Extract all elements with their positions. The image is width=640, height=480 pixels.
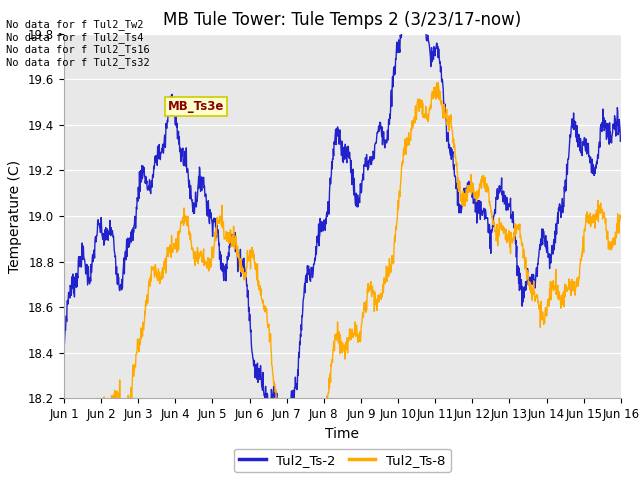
Tul2_Ts-2: [429, 56, 437, 62]
Tul2_Ts-8: [552, 281, 559, 287]
Tul2_Ts-8: [60, 477, 68, 480]
Legend: Tul2_Ts-2, Tul2_Ts-8: Tul2_Ts-2, Tul2_Ts-8: [234, 448, 451, 472]
Tul2_Ts-8: [170, 243, 178, 249]
Tul2_Ts-2: [60, 334, 68, 340]
Tul2_Ts-8: [429, 91, 437, 97]
Tul2_Ts-2: [552, 240, 559, 246]
Tul2_Ts-8: [502, 228, 510, 234]
X-axis label: Time: Time: [325, 427, 360, 441]
Tul2_Ts-8: [246, 247, 254, 253]
Tul2_Ts-2: [170, 106, 178, 112]
Line: Tul2_Ts-8: Tul2_Ts-8: [64, 83, 621, 480]
Text: No data for f Tul2_Tw2
No data for f Tul2_Ts4
No data for f Tul2_Ts16
No data fo: No data for f Tul2_Tw2 No data for f Tul…: [6, 19, 150, 68]
Tul2_Ts-8: [435, 80, 442, 85]
Tul2_Ts-8: [617, 215, 625, 221]
Y-axis label: Temperature (C): Temperature (C): [8, 159, 22, 273]
Text: MB_Ts3e: MB_Ts3e: [168, 100, 225, 113]
Line: Tul2_Ts-2: Tul2_Ts-2: [64, 0, 621, 441]
Tul2_Ts-8: [184, 213, 191, 219]
Tul2_Ts-2: [617, 137, 625, 143]
Tul2_Ts-2: [502, 207, 510, 213]
Tul2_Ts-2: [184, 166, 191, 172]
Title: MB Tule Tower: Tule Temps 2 (3/23/17-now): MB Tule Tower: Tule Temps 2 (3/23/17-now…: [163, 11, 522, 29]
Tul2_Ts-2: [278, 438, 285, 444]
Tul2_Ts-2: [246, 317, 254, 323]
